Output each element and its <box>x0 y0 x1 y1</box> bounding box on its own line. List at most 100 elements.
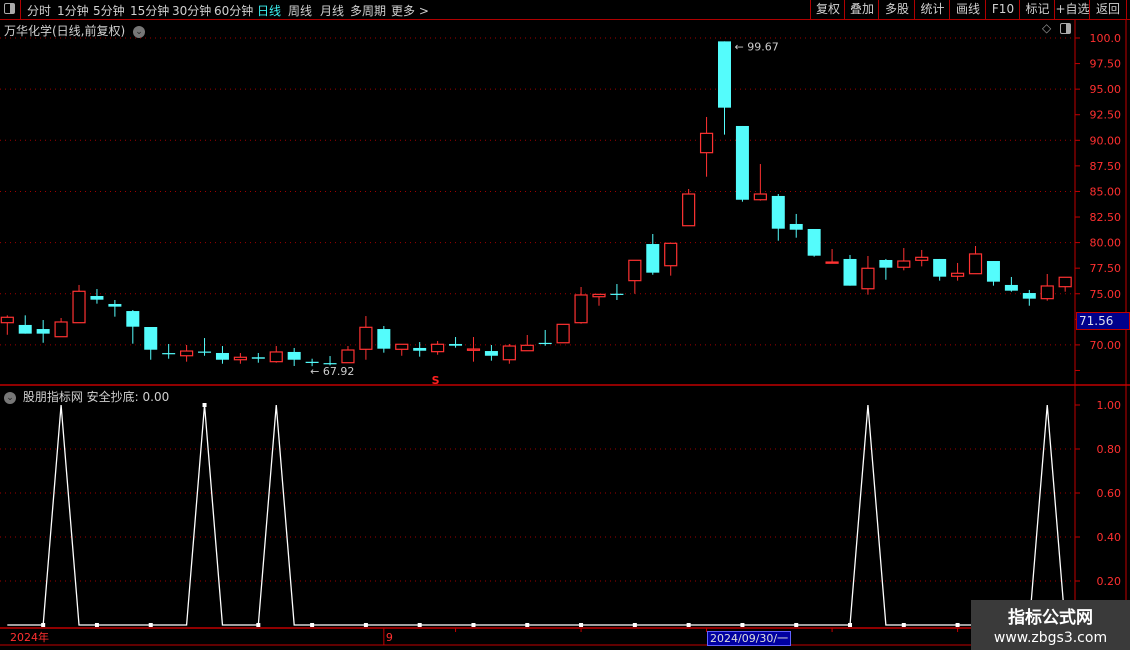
tab-daily[interactable]: 日线 <box>257 4 282 18</box>
candle <box>287 347 301 366</box>
indicator-header: ⌄ 股朋指标网 安全抄底: 0.00 <box>4 388 169 405</box>
watermark: 指标公式网 www.zbgs3.com <box>971 600 1130 650</box>
indicator-marker <box>202 403 207 407</box>
back-button[interactable]: 返回 <box>1089 0 1127 19</box>
watermark-title: 指标公式网 <box>1008 608 1093 628</box>
candle <box>233 352 247 364</box>
price-tick-label: 75.00 <box>1090 288 1122 301</box>
diamond-icon[interactable]: ◇ <box>1042 21 1052 35</box>
tab-1min[interactable]: 1分钟 <box>57 4 89 18</box>
candle-body <box>950 272 965 277</box>
candle <box>413 342 427 357</box>
tab-15min[interactable]: 15分钟 <box>130 4 170 18</box>
tab-weekly[interactable]: 周线 <box>288 4 313 18</box>
candle <box>502 343 516 364</box>
candle-body <box>126 311 140 327</box>
candle <box>789 213 803 238</box>
candle-body <box>807 228 821 256</box>
candle <box>682 188 696 227</box>
candle <box>484 345 498 361</box>
mark-button[interactable]: 标记 <box>1019 0 1055 19</box>
tab-60min[interactable]: 60分钟 <box>214 4 254 18</box>
candle-body <box>753 193 767 201</box>
high-price-label: ← 99.67 <box>735 40 779 53</box>
price-tick-label: 92.50 <box>1090 109 1122 122</box>
candle-body <box>466 348 481 351</box>
f10-button[interactable]: F10 <box>985 0 1020 19</box>
chevron-down-icon[interactable]: ⌄ <box>133 25 146 38</box>
candle <box>1004 276 1018 292</box>
tab-5min[interactable]: 5分钟 <box>93 4 125 18</box>
candle <box>251 352 265 363</box>
indicator-marker <box>363 623 368 627</box>
candle <box>162 343 176 359</box>
candle <box>377 325 391 353</box>
period-toolbar: 分时 1分钟 5分钟 15分钟 30分钟 60分钟 日线 周线 月线 多周期 更… <box>0 0 1130 20</box>
candle-body <box>198 351 212 353</box>
overlay-button[interactable]: 叠加 <box>844 0 879 19</box>
candle-body <box>718 41 731 108</box>
candle-body <box>520 344 534 352</box>
date-label: 2024年 <box>10 630 49 644</box>
candle <box>861 256 875 295</box>
candle-body <box>628 259 642 282</box>
chevron-down-icon[interactable]: ⌄ <box>4 391 16 404</box>
candle-body <box>180 350 194 357</box>
price-tick-label: 100.0 <box>1090 32 1122 45</box>
candle <box>341 346 355 364</box>
price-tick-label: 90.00 <box>1090 134 1122 147</box>
draw-line-button[interactable]: 画线 <box>949 0 986 19</box>
watermark-url: www.zbgs3.com <box>993 630 1108 646</box>
price-tick-label: 70.00 <box>1090 339 1122 352</box>
indicator-marker <box>632 623 637 627</box>
candle <box>395 343 409 356</box>
statistics-button[interactable]: 统计 <box>914 0 950 19</box>
tab-more[interactable]: 更多 > <box>391 4 429 18</box>
candle-body <box>682 193 696 227</box>
multi-stock-button[interactable]: 多股 <box>878 0 915 19</box>
candle-body <box>861 267 875 290</box>
candle-body <box>843 258 857 286</box>
tab-monthly[interactable]: 月线 <box>320 4 345 18</box>
date-label: 9 <box>386 631 393 644</box>
layout-toggle-button-2[interactable] <box>1060 23 1080 37</box>
price-tick-label: 82.50 <box>1090 211 1122 224</box>
candle-body <box>395 343 409 350</box>
candle <box>72 284 86 324</box>
candle-body <box>574 294 588 324</box>
indicator-tick-label: 0.80 <box>1097 443 1122 456</box>
candle-body <box>538 342 552 345</box>
candle-body <box>359 326 373 350</box>
restore-rights-button[interactable]: 复权 <box>810 0 845 19</box>
candle-body <box>90 296 104 300</box>
candle-body <box>879 259 893 268</box>
layout-toggle-button[interactable] <box>0 0 21 19</box>
candle <box>198 338 212 356</box>
candle <box>0 315 14 335</box>
tab-multi-period[interactable]: 多周期 <box>350 4 387 18</box>
tab-fenshi[interactable]: 分时 <box>27 4 52 18</box>
candle <box>305 358 319 367</box>
candle <box>807 228 821 257</box>
add-watchlist-button[interactable]: +自选 <box>1054 0 1090 19</box>
candle <box>753 164 767 201</box>
candle <box>180 345 194 362</box>
tab-30min[interactable]: 30分钟 <box>172 4 212 18</box>
candle <box>269 346 283 363</box>
candle <box>664 242 678 276</box>
price-tick-label: 85.00 <box>1090 185 1122 198</box>
candle-body <box>215 352 229 360</box>
candle <box>628 259 642 294</box>
candle-body <box>341 349 355 364</box>
candle-body <box>305 361 319 363</box>
candle-body <box>431 343 445 353</box>
candle-body <box>646 244 660 273</box>
candle-body <box>413 347 427 351</box>
candle-body <box>233 356 247 361</box>
indicator-marker <box>471 623 476 627</box>
candle <box>718 41 731 135</box>
indicator-value: 安全抄底: 0.00 <box>86 390 170 404</box>
candle <box>574 286 588 324</box>
indicator-marker <box>686 623 691 627</box>
